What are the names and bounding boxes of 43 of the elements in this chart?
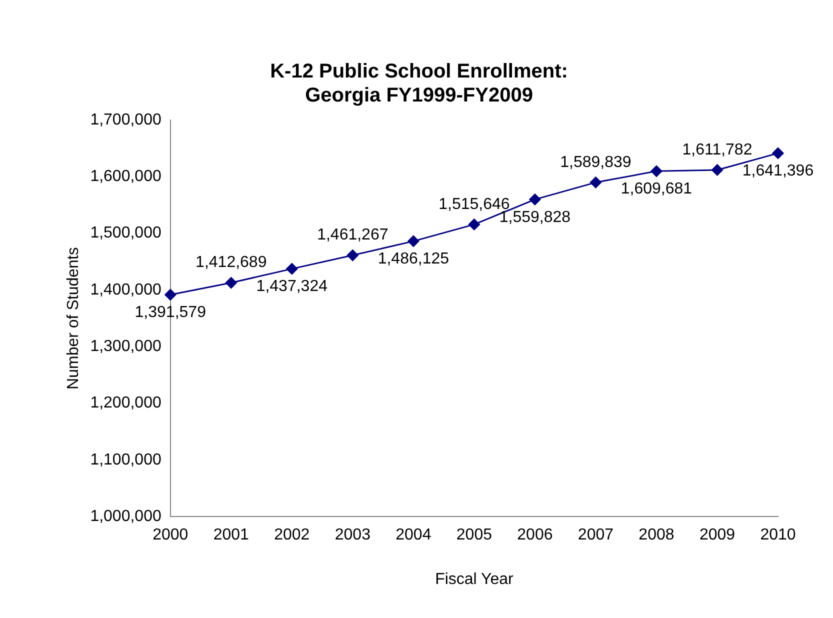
y-tick-label: 1,400,000: [90, 281, 162, 298]
point: [772, 147, 784, 159]
data-label: 1,437,324: [256, 278, 328, 296]
point: [650, 165, 662, 177]
x-tick-label: 2007: [578, 526, 614, 544]
y-tick-label: 1,100,000: [90, 451, 162, 468]
point: [529, 194, 541, 206]
point: [225, 277, 237, 289]
data-label: 1,609,681: [620, 180, 692, 198]
point: [408, 235, 420, 247]
data-label: 1,486,125: [378, 250, 450, 268]
x-tick-label: 2001: [213, 526, 250, 544]
data-label: 1,461,267: [317, 226, 388, 244]
point: [711, 164, 723, 176]
y-tick-label: 1,300,000: [90, 338, 162, 356]
x-tick-label: 2009: [699, 526, 736, 544]
point: [468, 218, 480, 230]
x-tick-label: 2010: [760, 526, 796, 544]
y-tick-label: 1,200,000: [90, 394, 162, 412]
point: [346, 250, 358, 262]
x-tick-label: 2008: [638, 526, 674, 544]
y-tick-label: 1,500,000: [90, 224, 162, 242]
y-axis-title: Number of Students: [65, 247, 82, 390]
x-tick-label: 2004: [396, 526, 432, 544]
data-label: 1,641,396: [742, 162, 814, 180]
y-tick-label: 1,600,000: [90, 168, 162, 186]
x-tick-label: 2002: [274, 526, 310, 544]
chart-title: K-12 Public School Enrollment: Georgia FY1999-FY2009: [270, 60, 568, 107]
data-label: 1,611,782: [682, 141, 752, 158]
data-label: 1,391,579: [134, 304, 206, 322]
x-tick-label: 2006: [517, 526, 553, 544]
point: [590, 176, 602, 188]
point: [286, 263, 298, 275]
data-label: 1,559,828: [499, 208, 571, 226]
x-tick-label: 2005: [456, 526, 492, 544]
y-tick-label: 1,000,000: [90, 508, 162, 526]
point: [164, 288, 176, 300]
x-axis-title: Fiscal Year: [435, 570, 514, 588]
x-tick-label: 2000: [152, 526, 188, 544]
data-label: 1,412,689: [196, 254, 267, 272]
y-tick-label: 1,700,000: [90, 111, 162, 128]
x-tick-label: 2003: [334, 526, 371, 544]
data-label: 1,589,839: [560, 154, 632, 171]
